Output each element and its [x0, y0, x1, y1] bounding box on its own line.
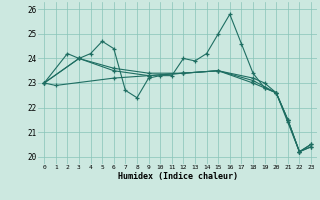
X-axis label: Humidex (Indice chaleur): Humidex (Indice chaleur) [118, 172, 238, 181]
